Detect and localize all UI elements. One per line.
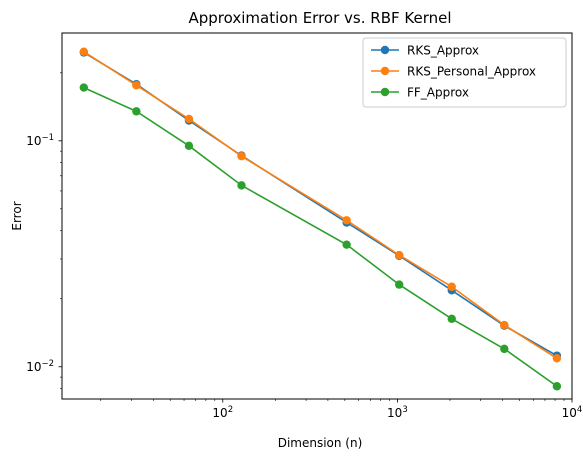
legend-item: RKS_Approx	[371, 44, 479, 58]
data-point	[132, 107, 141, 116]
series-layer	[79, 47, 562, 391]
data-point	[552, 354, 562, 363]
data-point	[342, 240, 351, 249]
legend-box	[362, 37, 567, 108]
x-axis-label: Dimension (n)	[278, 436, 363, 450]
data-point	[447, 314, 456, 324]
data-point	[500, 344, 509, 354]
legend-item: RKS_Personal_Approx	[371, 65, 536, 79]
legend-marker	[380, 45, 390, 55]
y-tick-label: 10−1	[26, 133, 54, 148]
y-tick-label: 10−2	[26, 359, 54, 374]
data-point	[184, 114, 194, 124]
y-axis-label: Error	[10, 201, 24, 230]
chart-title: Approximation Error vs. RBF Kernel	[189, 9, 452, 27]
legend-label: RKS_Approx	[407, 44, 479, 58]
legend-marker	[380, 66, 390, 76]
series-rks-personal-approx	[79, 47, 562, 363]
data-point	[79, 83, 89, 92]
legend-label: RKS_Personal_Approx	[407, 65, 536, 79]
data-point	[500, 320, 509, 330]
data-point	[79, 47, 89, 56]
data-point	[237, 151, 246, 161]
data-point	[342, 216, 351, 225]
x-tick-label: 102	[212, 405, 233, 420]
x-axis: 102 103 104	[100, 399, 583, 420]
series-ff-approx	[79, 83, 562, 391]
data-point	[394, 280, 404, 289]
data-point	[552, 382, 562, 391]
plot-frame	[61, 32, 573, 400]
data-point	[184, 141, 194, 151]
data-point	[237, 181, 246, 190]
legend-label: FF_Approx	[407, 86, 469, 100]
series-line	[83, 86, 558, 387]
legend: RKS_Approx RKS_Personal_Approx FF_Approx	[362, 37, 567, 108]
data-point	[132, 81, 141, 90]
legend-marker	[380, 87, 390, 97]
x-tick-label: 103	[387, 405, 408, 420]
legend-item: FF_Approx	[371, 86, 469, 100]
y-axis: 10−1 10−2	[26, 72, 62, 389]
x-tick-label: 104	[562, 405, 583, 420]
data-point	[394, 250, 404, 260]
data-point	[447, 282, 456, 291]
